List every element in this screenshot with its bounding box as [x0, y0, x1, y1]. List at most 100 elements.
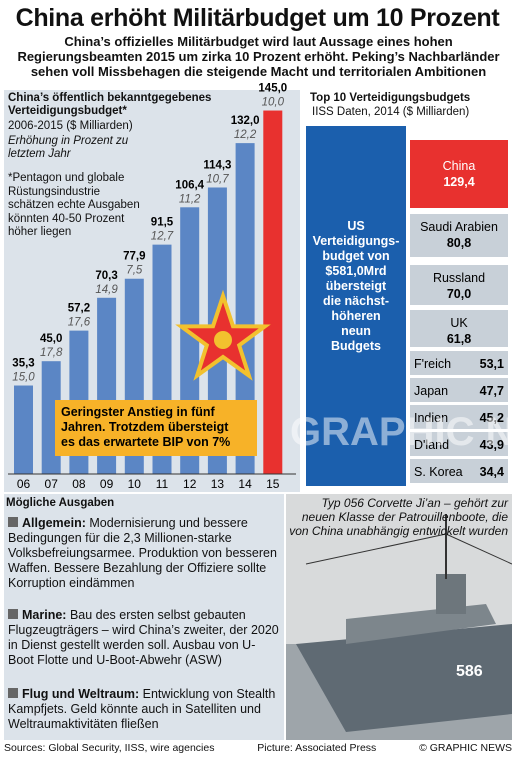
section-text: Bau des ersten selbst gebauten Flugzeugt…: [8, 608, 279, 667]
value-label: 129,4: [443, 175, 474, 189]
footer-sources: Sources: Global Security, IISS, wire age…: [4, 742, 215, 754]
bar-value-label: 132,0: [231, 115, 260, 127]
bar-pct-label: 11,2: [179, 193, 201, 205]
bullet-square-icon: [8, 688, 18, 698]
category-label: D'land: [414, 438, 449, 452]
bar-Russland: [410, 265, 508, 305]
value-label: 47,7: [480, 384, 504, 398]
top10-unit: IISS Daten, 2014 ($ Milliarden): [312, 106, 470, 118]
x-tick-label: 15: [266, 477, 280, 491]
bar-Saudi Arabien: [410, 214, 508, 257]
category-label: F'reich: [414, 357, 451, 371]
section-label: Flug und Weltraum:: [22, 687, 140, 701]
top10-title: Top 10 Verteidigungsbudgets: [310, 92, 471, 104]
bar-value-label: 91,5: [151, 217, 174, 229]
bar-US: [306, 126, 406, 486]
ausgaben-allgemein: Allgemein: Modernisierung und bessere Be…: [8, 516, 280, 591]
page-subtitle: China’s offizielles Militärbudget wird l…: [17, 34, 500, 79]
value-label: 53,1: [480, 357, 504, 371]
category-label: UK: [450, 316, 468, 330]
bullet-square-icon: [8, 517, 18, 527]
us-label-line: US: [347, 219, 364, 233]
category-label: Indien: [414, 411, 448, 425]
bar-value-label: 57,2: [68, 303, 90, 315]
bar-Indien: [410, 405, 508, 429]
ausgaben-flug: Flug und Weltraum: Entwicklung von Steal…: [8, 687, 280, 732]
us-label-line: die nächst-: [323, 294, 389, 308]
ship-illustration: 586: [286, 494, 512, 740]
category-label: Japan: [414, 384, 448, 398]
section-label: Allgemein:: [22, 516, 86, 530]
us-label-line: neun: [341, 324, 371, 338]
section-text: Modernisierung und bessere Bedingungen f…: [8, 516, 277, 590]
x-tick-label: 10: [128, 477, 142, 491]
china-chart-title: China’s öffentlich bekanntgegebenes Vert…: [8, 92, 212, 117]
footer-picture: Picture: Associated Press: [257, 742, 377, 754]
category-label: China: [443, 159, 476, 173]
value-label: 34,4: [480, 465, 504, 479]
x-tick-label: 07: [45, 477, 59, 491]
value-label: 61,8: [447, 332, 471, 346]
ausgaben-panel: [4, 494, 284, 740]
x-tick-label: 13: [211, 477, 225, 491]
china-chart-pct-note: Erhöhung in Prozent zu letztem Jahr: [8, 135, 129, 160]
us-label-line: budget von: [322, 249, 389, 263]
value-label: 43,9: [480, 438, 504, 452]
section-label: Marine:: [22, 608, 67, 622]
x-tick-label: 09: [100, 477, 114, 491]
bar-15: [263, 110, 283, 475]
bar-value-label: 106,4: [175, 179, 204, 191]
category-label: Russland: [433, 271, 485, 285]
bar-value-label: 145,0: [258, 83, 287, 95]
x-tick-label: 06: [17, 477, 31, 491]
footer-copyright: © GRAPHIC NEWS: [419, 742, 512, 754]
china-chart-footnote: *Pentagon und globale Rüstungsindustrie …: [8, 172, 140, 238]
watermark-text: GRAPHIC NEWS: [290, 410, 515, 454]
annotation-text: Jahren. Trotzdem übersteigt: [61, 420, 229, 434]
bar-pct-label: 10,7: [206, 173, 229, 185]
bar-value-label: 45,0: [40, 333, 62, 345]
ausgaben-marine: Marine: Bau des ersten selbst gebauten F…: [8, 608, 280, 668]
us-label-line: Verteidigungs-: [313, 234, 400, 248]
bar-Japan: [410, 378, 508, 402]
footer: Sources: Global Security, IISS, wire age…: [4, 742, 512, 754]
value-label: 70,0: [447, 287, 471, 301]
bar-pct-label: 10,0: [262, 97, 285, 109]
us-label-line: übersteigt: [326, 279, 387, 293]
ship-caption: Typ 056 Corvette Ji’an – gehört zur neue…: [289, 496, 508, 538]
ship-photo: 586: [286, 494, 512, 740]
bar-pct-label: 7,5: [126, 265, 143, 277]
bar-14: [235, 143, 255, 474]
category-label: Saudi Arabien: [420, 220, 498, 234]
value-label: 45,2: [480, 411, 504, 425]
annotation-text: Geringster Anstieg in fünf: [61, 405, 216, 419]
section-text: Entwicklung von Stealth Kampfjets. Geld …: [8, 687, 276, 731]
ausgaben-heading: Mögliche Ausgaben: [6, 497, 115, 509]
us-label-line: Budgets: [331, 339, 381, 353]
star-center-icon: [214, 331, 232, 349]
bar-F'reich: [410, 351, 508, 375]
bar-value-label: 35,3: [12, 358, 34, 370]
us-label-line: höheren: [331, 309, 380, 323]
bar-UK: [410, 310, 508, 347]
x-tick-label: 12: [183, 477, 197, 491]
bar-China: [410, 140, 508, 208]
bar-pct-label: 12,7: [151, 231, 174, 243]
bar-pct-label: 17,8: [40, 347, 63, 359]
bar-D'land: [410, 432, 508, 456]
china-chart-unit: 2006-2015 ($ Milliarden): [8, 120, 133, 132]
bullet-square-icon: [8, 609, 18, 619]
bar-pct-label: 14,9: [95, 284, 118, 296]
bar-S. Korea: [410, 459, 508, 483]
bar-value-label: 77,9: [123, 251, 145, 263]
x-tick-label: 11: [156, 477, 169, 491]
x-tick-label: 14: [238, 477, 252, 491]
category-label: S. Korea: [414, 465, 463, 479]
page-title: China erhöht Militärbudget um 10 Prozent: [15, 4, 500, 32]
hull-number: 586: [456, 663, 483, 680]
us-label-line: $581,0Mrd: [325, 264, 386, 278]
bar-value-label: 70,3: [95, 270, 117, 282]
bar-value-label: 114,3: [203, 159, 231, 171]
bar-pct-label: 15,0: [12, 372, 35, 384]
